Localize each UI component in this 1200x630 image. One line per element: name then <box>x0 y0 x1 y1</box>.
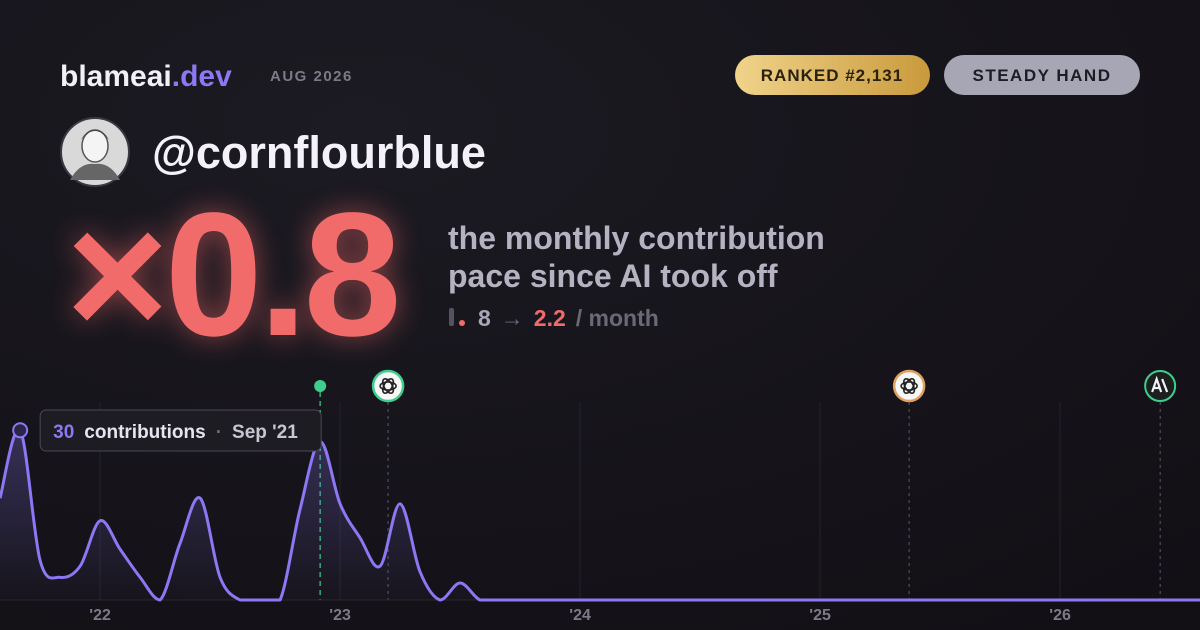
avatar <box>60 117 130 187</box>
x-tick-label: '22 <box>89 607 111 624</box>
style-badge-text: STEADY HAND <box>973 66 1112 85</box>
release-icon <box>1144 370 1177 402</box>
openai-logo <box>900 381 918 391</box>
line <box>0 427 1200 602</box>
area <box>0 429 1200 600</box>
pace-line: 8 → 2.2 / month <box>478 305 659 331</box>
brand: blameai.dev <box>60 60 232 93</box>
handle: @cornflourblue <box>152 127 486 178</box>
openai-logo <box>903 377 916 395</box>
pace-after: 2.2 <box>534 305 566 331</box>
pace-before: 8 <box>478 305 491 331</box>
openai-logo <box>903 377 916 395</box>
tooltip-value: 30 <box>53 422 74 443</box>
pace-arrow: → <box>501 305 524 331</box>
x-tick-label: '23 <box>329 607 351 624</box>
rank-badge-text: RANKED #2,131 <box>761 66 903 85</box>
caption-line: pace since AI took off <box>448 258 778 294</box>
tooltip-date: Sep '21 <box>232 422 298 443</box>
period: AUG 2026 <box>270 68 353 85</box>
release-icon <box>892 369 926 403</box>
pace-icon <box>449 308 454 326</box>
anthropic-logo <box>1151 375 1169 393</box>
openai-logo <box>381 377 395 395</box>
openai-logo <box>381 377 395 395</box>
x-tick-label: '25 <box>809 607 831 624</box>
pace-icon <box>459 320 465 326</box>
tooltip-box <box>39 409 322 452</box>
pace-unit: / month <box>576 305 659 331</box>
brand-name: blameai <box>60 60 172 93</box>
rank-badge <box>735 55 930 95</box>
tooltip-point <box>12 422 29 439</box>
ai-start-dot <box>314 380 327 392</box>
caption-line: the monthly contribution <box>448 220 825 256</box>
openai-logo <box>379 381 397 391</box>
multiplier-glow: ×0.8 <box>66 177 397 373</box>
x-tick-label: '26 <box>1049 607 1071 624</box>
tooltip-separator: · <box>216 422 222 443</box>
release-ring <box>892 369 926 403</box>
tooltip-unit: contributions <box>84 422 205 443</box>
multiplier: ×0.8 <box>66 177 397 373</box>
brand-tld: .dev <box>172 60 232 93</box>
release-ring <box>371 369 405 403</box>
x-tick-label: '24 <box>569 607 591 624</box>
chart: '22 '23 '24 '25 '26 30 contributions · Sep '21 <box>0 369 1200 624</box>
release-icon <box>371 369 405 403</box>
style-badge <box>944 55 1140 95</box>
tooltip-text: 30 contributions · Sep '21 <box>53 422 298 443</box>
